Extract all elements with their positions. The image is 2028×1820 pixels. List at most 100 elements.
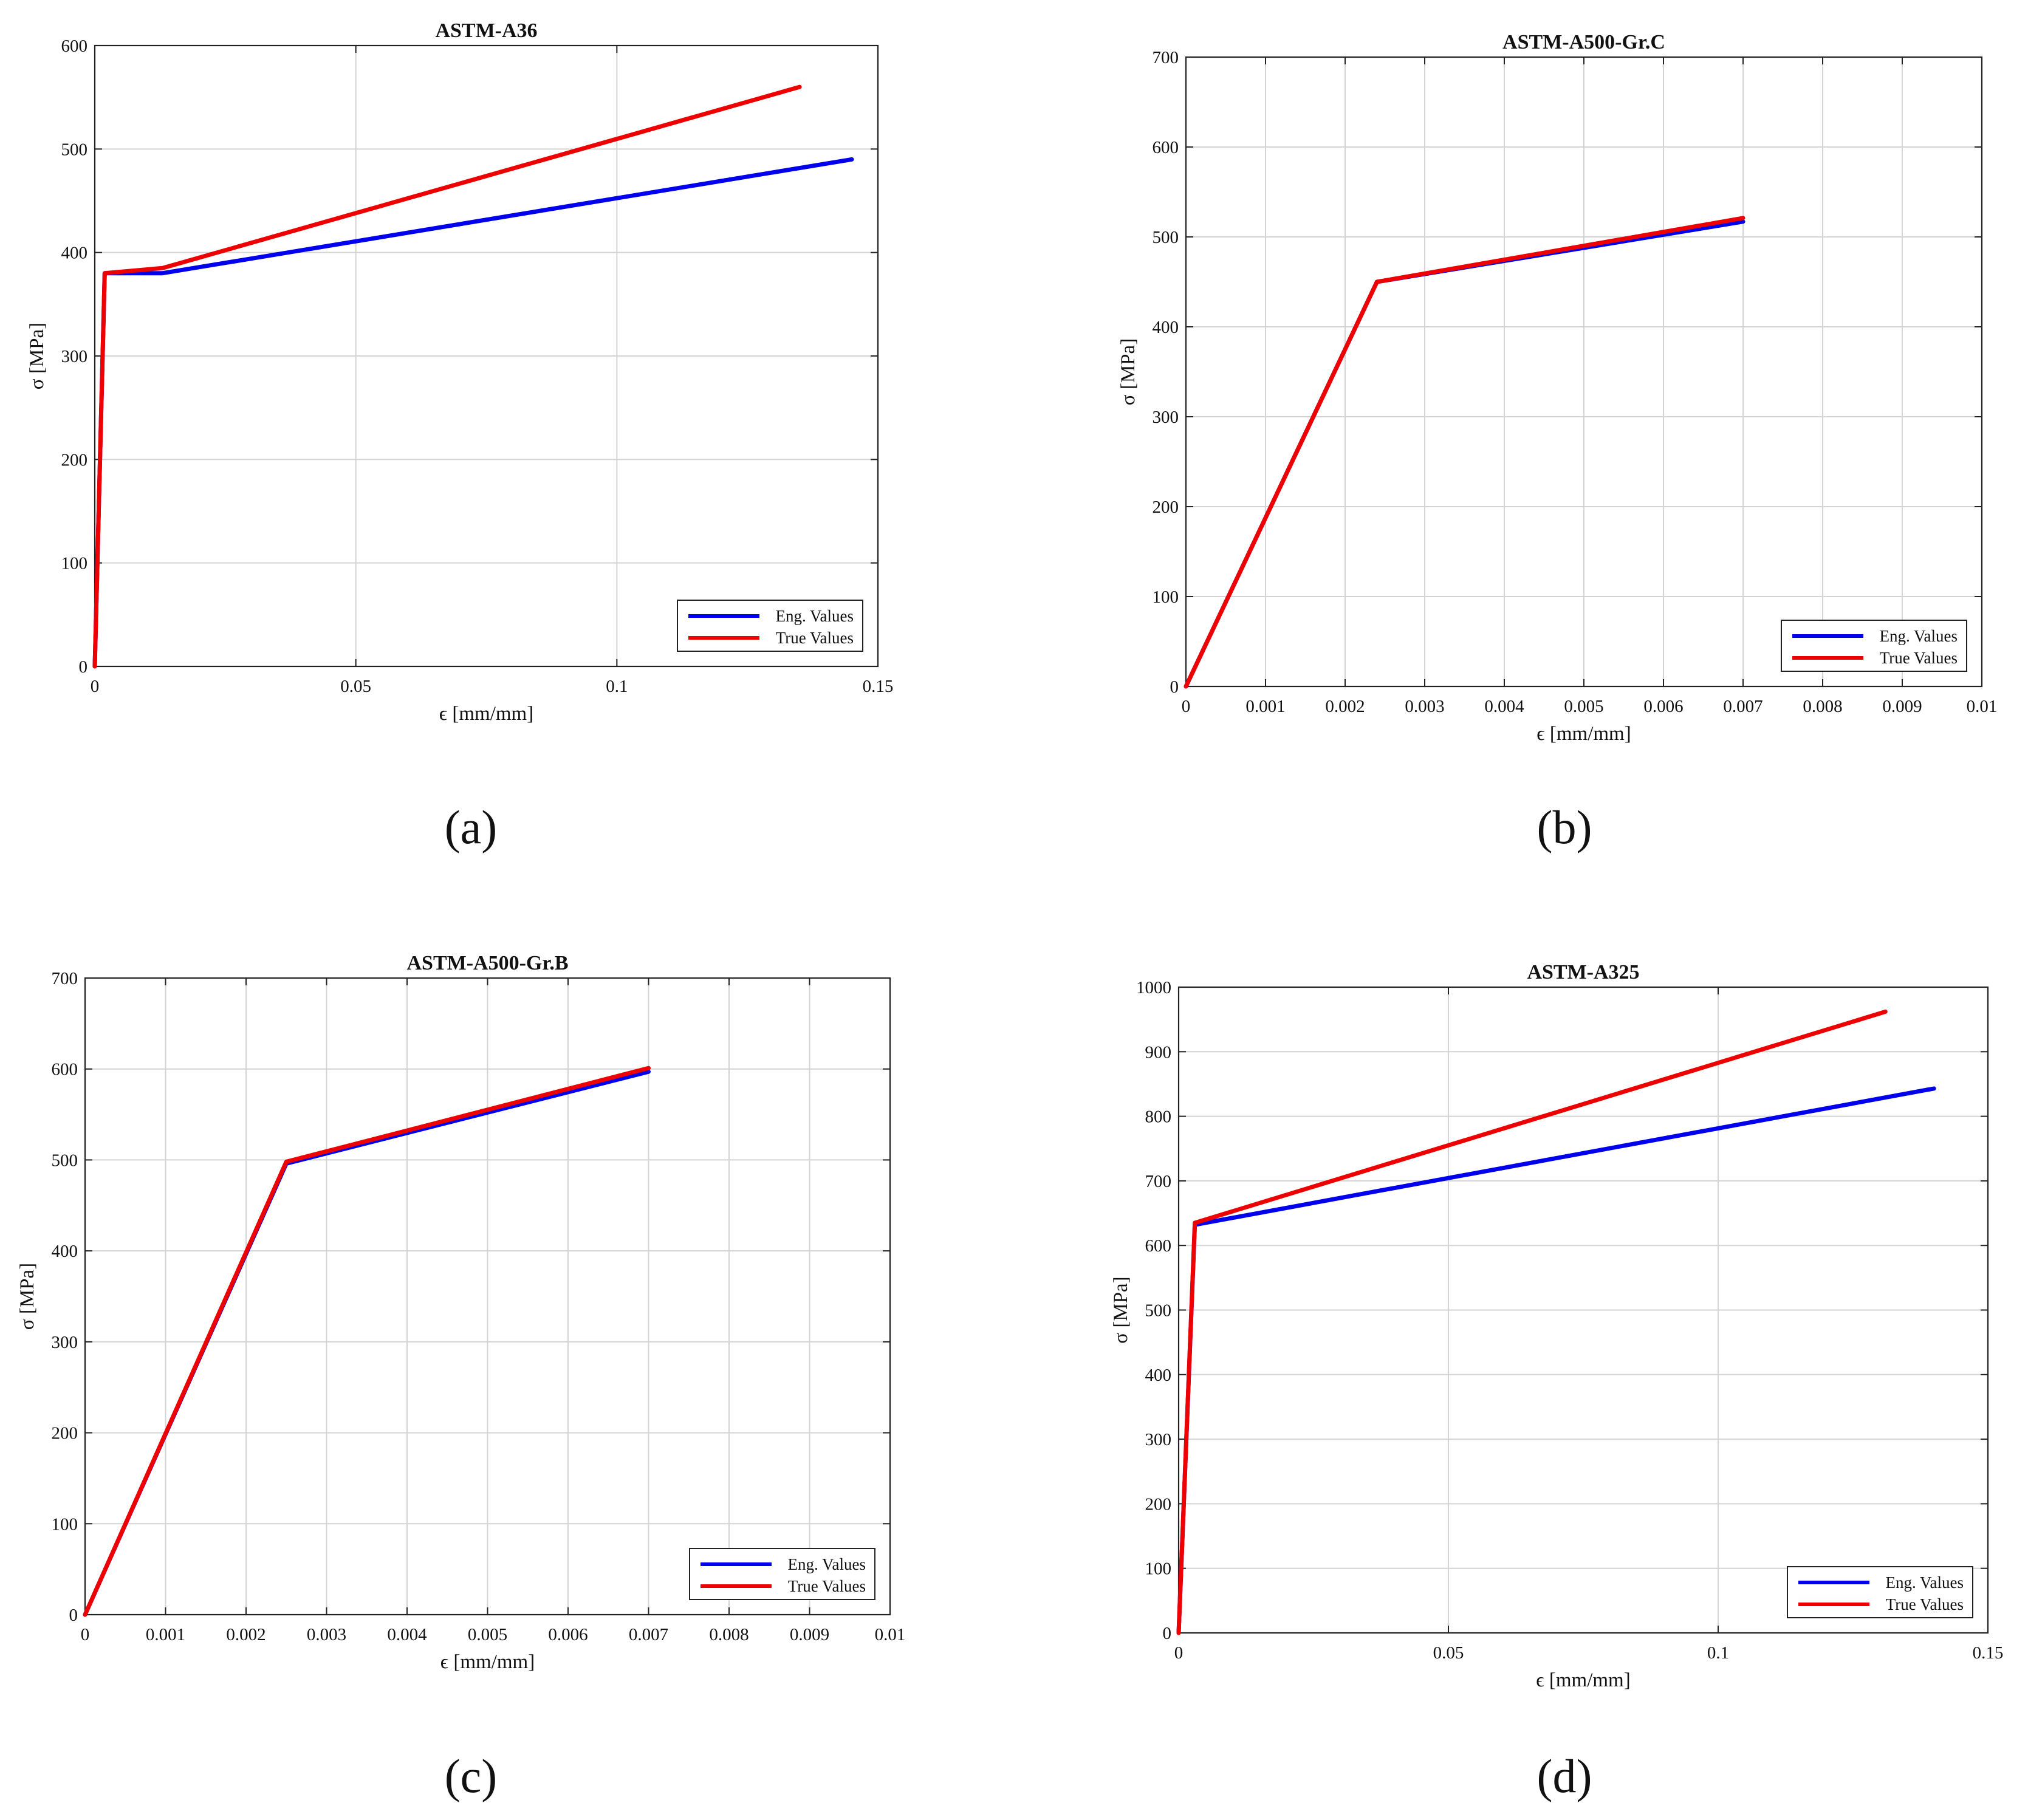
y-tick-label: 400 (61, 244, 88, 263)
y-tick-label: 0 (79, 657, 88, 677)
x-axis-label: ϵ [mm/mm] (1536, 1669, 1630, 1691)
y-tick-label: 300 (1145, 1430, 1172, 1449)
x-tick-label: 0.1 (1707, 1643, 1729, 1663)
legend-box (689, 1548, 875, 1600)
x-tick-label: 0.01 (1967, 697, 1998, 716)
data-point-true (162, 267, 163, 269)
data-point-true (1742, 217, 1744, 219)
x-tick-label: 0.007 (629, 1625, 668, 1644)
legend-label-true: True Values (776, 629, 854, 647)
data-point-true (286, 1161, 287, 1162)
x-tick-label: 0.05 (340, 677, 371, 696)
legend-box (1787, 1566, 1973, 1618)
y-tick-label: 1000 (1136, 978, 1171, 997)
chart-a: 0 0.05 0.1 0.15 0 100 200 300 400 500 600 ASTM-A36 ϵ… (26, 19, 893, 854)
panel-label: (d) (1537, 1750, 1592, 1802)
y-tick-label: 700 (52, 969, 78, 988)
x-tick-label: 0.001 (146, 1625, 185, 1644)
legend-label-eng: Eng. Values (1880, 627, 1958, 645)
x-tick-label: 0.005 (468, 1625, 507, 1644)
data-point-true (1194, 1222, 1196, 1223)
y-axis-label: σ [MPa] (26, 323, 48, 389)
y-tick-label: 600 (52, 1060, 78, 1079)
data-point-true (1185, 686, 1187, 687)
x-tick-label: 0.007 (1723, 697, 1763, 716)
panel-label: (a) (445, 801, 498, 854)
y-tick-label: 300 (1153, 408, 1179, 427)
panel-label: (b) (1537, 801, 1592, 854)
y-tick-label: 700 (1153, 48, 1179, 67)
y-tick-label: 400 (1145, 1366, 1172, 1385)
legend-label-true: True Values (1886, 1595, 1964, 1613)
y-axis-label: σ [MPa] (1117, 338, 1139, 405)
x-tick-label: 0 (91, 677, 100, 696)
x-axis-label: ϵ [mm/mm] (439, 703, 533, 725)
y-tick-label: 200 (61, 450, 88, 470)
y-axis-label: σ [MPa] (1110, 1276, 1132, 1343)
data-point-true (1885, 1011, 1886, 1012)
y-tick-label: 600 (1145, 1236, 1172, 1256)
legend: Eng. Values True Values (1787, 1566, 1973, 1618)
data-point-true (648, 1067, 649, 1069)
x-tick-label: 0.002 (1325, 697, 1365, 716)
legend-label-true: True Values (1880, 649, 1958, 667)
legend: Eng. Values True Values (1781, 620, 1967, 672)
x-tick-label: 0.01 (875, 1625, 906, 1644)
x-axis-label: ϵ [mm/mm] (1536, 723, 1631, 745)
y-tick-label: 200 (1145, 1494, 1172, 1514)
x-tick-label: 0.15 (863, 677, 894, 696)
legend-label-eng: Eng. Values (788, 1555, 866, 1573)
x-tick-label: 0.009 (790, 1625, 829, 1644)
chart-title: ASTM-A36 (435, 19, 537, 42)
x-tick-label: 0 (81, 1625, 90, 1644)
y-tick-label: 600 (1153, 138, 1179, 157)
y-tick-label: 100 (52, 1514, 78, 1534)
x-axis-label: ϵ [mm/mm] (440, 1651, 535, 1673)
data-point-eng (1742, 221, 1744, 222)
y-tick-label: 0 (1170, 677, 1179, 697)
legend-label-true: True Values (788, 1577, 866, 1595)
x-tick-label: 0.05 (1433, 1643, 1464, 1663)
y-tick-label: 0 (1163, 1624, 1172, 1643)
x-tick-label: 0.003 (307, 1625, 346, 1644)
y-tick-label: 900 (1145, 1042, 1172, 1062)
chart-title: ASTM-A325 (1527, 961, 1639, 984)
chart-d: 0 0.05 0.1 0.15 0 100 200 300 400 500 600 700 800 900… (1110, 961, 2003, 1802)
y-tick-label: 100 (1153, 587, 1179, 607)
chart-b: 0 0.001 0.002 0.003 0.004 0.005 0.006 0.007 0.00… (1117, 31, 1997, 854)
x-tick-label: 0.001 (1245, 697, 1285, 716)
x-tick-label: 0.15 (1973, 1643, 2004, 1663)
x-tick-label: 0.008 (1803, 697, 1842, 716)
y-tick-label: 300 (52, 1333, 78, 1352)
x-tick-label: 0 (1182, 697, 1191, 716)
y-tick-label: 400 (52, 1242, 78, 1261)
x-tick-label: 0.008 (709, 1625, 749, 1644)
y-tick-label: 500 (61, 140, 88, 159)
x-tick-label: 0 (1174, 1643, 1184, 1663)
panel-label: (c) (445, 1750, 498, 1802)
legend-box (677, 600, 863, 652)
y-tick-label: 800 (1145, 1107, 1172, 1127)
legend-box (1781, 620, 1967, 672)
x-tick-label: 0.009 (1882, 697, 1922, 716)
legend: Eng. Values True Values (689, 1548, 875, 1600)
x-tick-label: 0.002 (226, 1625, 265, 1644)
y-tick-label: 500 (1145, 1301, 1172, 1321)
legend: Eng. Values True Values (677, 600, 863, 652)
y-tick-label: 600 (61, 36, 88, 56)
y-axis-label: σ [MPa] (16, 1263, 38, 1330)
series-line-true (92, 84, 802, 669)
x-tick-label: 0.1 (606, 677, 628, 696)
y-tick-label: 400 (1153, 318, 1179, 337)
x-tick-label: 0.006 (548, 1625, 588, 1644)
x-tick-label: 0.006 (1643, 697, 1683, 716)
y-tick-label: 200 (1153, 498, 1179, 517)
legend-label-eng: Eng. Values (776, 607, 854, 625)
x-tick-label: 0.005 (1564, 697, 1603, 716)
y-tick-label: 0 (69, 1606, 78, 1625)
chart-title: ASTM-A500-Gr.C (1502, 31, 1665, 53)
chart-title: ASTM-A500-Gr.B (406, 952, 568, 974)
y-tick-label: 100 (61, 554, 88, 573)
y-tick-label: 100 (1145, 1559, 1172, 1579)
